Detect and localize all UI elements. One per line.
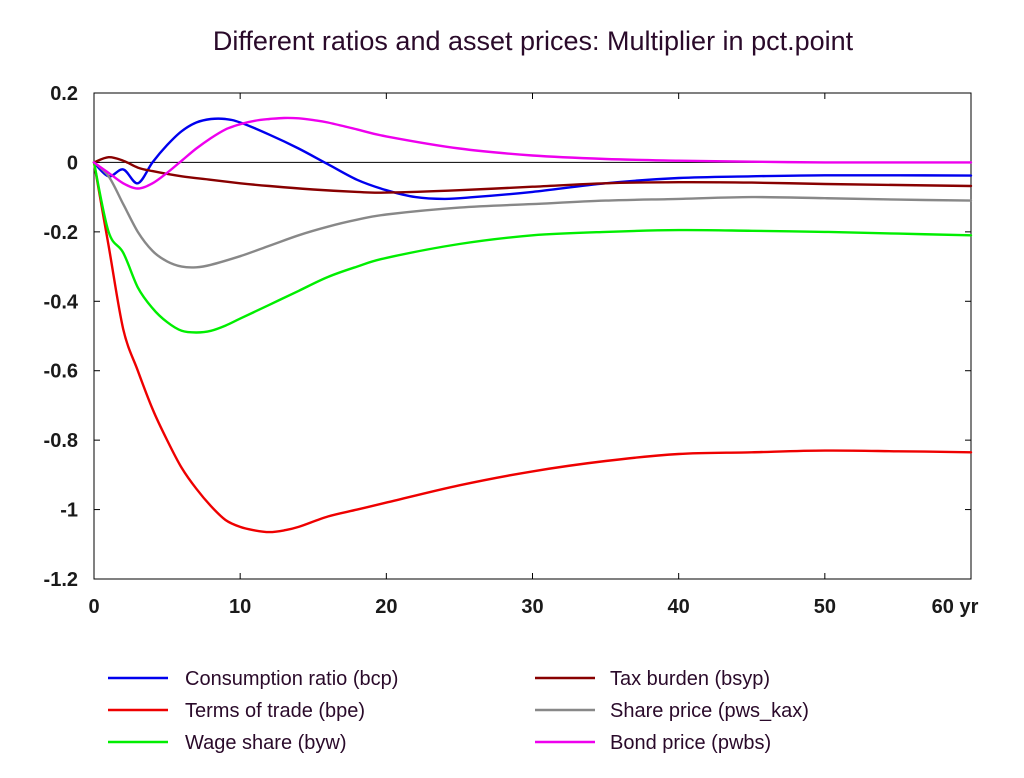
y-tick-label: -0.6 bbox=[44, 361, 78, 383]
x-tick-label: 20 bbox=[375, 596, 397, 618]
y-tick-label: -0.2 bbox=[44, 222, 78, 244]
legend-label: Share price (pws_kax) bbox=[610, 700, 809, 722]
legend-label: Wage share (byw) bbox=[185, 732, 347, 754]
legend-label: Bond price (pwbs) bbox=[610, 732, 771, 754]
legend-label: Tax burden (bsyp) bbox=[610, 668, 770, 690]
x-tick-label: 10 bbox=[229, 596, 251, 618]
legend-item: Bond price (pwbs) bbox=[535, 732, 771, 754]
series-lines bbox=[92, 116, 973, 534]
x-tick-label: 50 bbox=[814, 596, 836, 618]
legend-label: Consumption ratio (bcp) bbox=[185, 668, 398, 690]
legend: Consumption ratio (bcp) Terms of trade (b… bbox=[108, 668, 809, 754]
y-tick-label: -1.2 bbox=[44, 569, 78, 591]
legend-item: Wage share (byw) bbox=[108, 732, 347, 754]
legend-item: Tax burden (bsyp) bbox=[535, 668, 770, 690]
legend-item: Consumption ratio (bcp) bbox=[108, 668, 398, 690]
series-line-2 bbox=[92, 161, 973, 534]
y-tick-label: 0 bbox=[67, 152, 78, 174]
legend-item: Share price (pws_kax) bbox=[535, 700, 809, 722]
plot-frame bbox=[93, 92, 972, 580]
y-tick-label: 0.2 bbox=[50, 83, 78, 105]
x-tick-label: 60 yr bbox=[932, 596, 979, 618]
y-tick-label: -0.4 bbox=[44, 291, 79, 313]
legend-label: Terms of trade (bpe) bbox=[185, 700, 365, 722]
x-tick-label: 40 bbox=[668, 596, 690, 618]
y-tick-label: -0.8 bbox=[44, 430, 78, 452]
series-line-6 bbox=[92, 116, 973, 190]
x-axis: 0 10 20 30 40 50 60 yr bbox=[88, 93, 979, 618]
chart-title: Different ratios and asset prices: Multi… bbox=[213, 26, 854, 56]
x-tick-label: 0 bbox=[88, 596, 99, 618]
x-tick-label: 30 bbox=[521, 596, 543, 618]
series-line-4 bbox=[92, 155, 973, 194]
y-tick-label: -1 bbox=[60, 500, 78, 522]
series-line-3 bbox=[92, 161, 973, 334]
legend-item: Terms of trade (bpe) bbox=[108, 700, 365, 722]
series-line-1 bbox=[92, 117, 973, 201]
series-line-5 bbox=[92, 161, 973, 269]
y-axis: 0.2 0 -0.2 -0.4 -0.6 -0.8 -1 -1.2 bbox=[44, 83, 971, 591]
